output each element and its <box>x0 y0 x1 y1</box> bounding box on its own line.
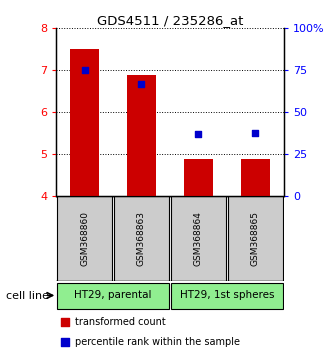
Point <box>63 319 68 325</box>
Bar <box>57 283 169 309</box>
Bar <box>57 196 112 281</box>
Point <box>63 339 68 344</box>
Point <box>82 67 87 73</box>
Text: GSM368860: GSM368860 <box>80 211 89 266</box>
Bar <box>171 196 226 281</box>
Point <box>253 130 258 136</box>
Text: GSM368865: GSM368865 <box>251 211 260 266</box>
Bar <box>184 159 213 196</box>
Bar <box>228 196 283 281</box>
Bar <box>241 159 270 196</box>
Text: transformed count: transformed count <box>76 317 166 327</box>
Point <box>139 81 144 87</box>
Bar <box>127 75 156 196</box>
Text: GSM368863: GSM368863 <box>137 211 146 266</box>
Text: cell line: cell line <box>6 291 53 301</box>
Text: GSM368864: GSM368864 <box>194 211 203 266</box>
Bar <box>114 196 169 281</box>
Point <box>196 131 201 137</box>
Bar <box>70 49 99 196</box>
Text: percentile rank within the sample: percentile rank within the sample <box>76 337 241 347</box>
Text: HT29, parental: HT29, parental <box>74 290 152 301</box>
Bar <box>171 283 283 309</box>
Text: HT29, 1st spheres: HT29, 1st spheres <box>180 290 274 301</box>
Title: GDS4511 / 235286_at: GDS4511 / 235286_at <box>97 14 243 27</box>
